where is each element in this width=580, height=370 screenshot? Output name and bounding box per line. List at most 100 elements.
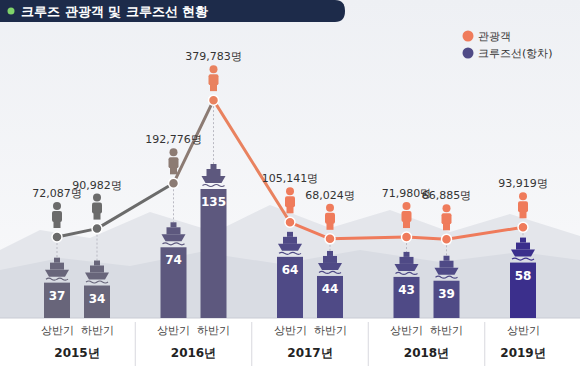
- bar-label: 34: [89, 292, 106, 306]
- ship-icon: [435, 256, 459, 279]
- person-icon: [169, 148, 179, 174]
- person-body: [402, 211, 412, 222]
- point: [92, 224, 102, 234]
- title-bullet: [8, 8, 15, 15]
- person-icon: [285, 187, 295, 213]
- group-label: 2019년: [500, 346, 545, 360]
- person-head: [286, 187, 294, 195]
- person-head: [403, 202, 411, 210]
- chart-bar: 크루즈 관광객 및 크루즈선 현황상반기하반기상반기하반기상반기하반기상반기하반…: [0, 0, 580, 370]
- person-legs: [520, 211, 527, 218]
- connector: [97, 235, 98, 261]
- bar: [44, 283, 70, 318]
- ship-hull: [45, 270, 69, 277]
- ship-icon: [278, 232, 302, 255]
- ship-wave: [46, 278, 68, 280]
- ship-cabin: [50, 263, 64, 270]
- ship-hull: [85, 273, 109, 280]
- point: [209, 95, 219, 105]
- mountains-front: [0, 250, 580, 318]
- point: [285, 217, 295, 227]
- point: [442, 234, 452, 244]
- ship-icon: [318, 251, 342, 274]
- ship-icon: [162, 222, 186, 245]
- connector: [446, 245, 447, 255]
- person-head: [53, 202, 61, 210]
- ship-wave: [436, 276, 458, 278]
- ship-funnel: [94, 261, 100, 266]
- person-body: [442, 213, 452, 224]
- ship-funnel: [520, 238, 526, 243]
- line-segment: [447, 227, 524, 239]
- ship-hull: [278, 244, 302, 251]
- person-head: [326, 204, 334, 212]
- ship-hull: [435, 268, 459, 275]
- ship-hull: [318, 263, 342, 270]
- line-label: 93,919명: [498, 177, 548, 190]
- line-label: 379,783명: [185, 50, 242, 63]
- ship-hull: [395, 264, 419, 271]
- category-label: 하반기: [314, 324, 347, 337]
- labels: 373474135644443395872,087명90,982명192,776…: [32, 50, 548, 305]
- line-label: 192,776명: [145, 133, 202, 146]
- category-label: 하반기: [197, 324, 230, 337]
- footer-band: [0, 318, 580, 370]
- mountains: [0, 205, 580, 318]
- person-body: [92, 203, 102, 214]
- person-body: [209, 74, 219, 85]
- connector: [57, 243, 58, 258]
- ship-wave: [203, 185, 225, 187]
- line-label: 105,141명: [262, 172, 319, 185]
- ship-wave: [86, 281, 108, 283]
- group-label: 2017년: [287, 346, 332, 360]
- legend-label: 크루즈선(항차): [478, 47, 553, 60]
- line-label: 66,885명: [422, 189, 472, 202]
- category-label: 하반기: [430, 324, 463, 337]
- title-bar: [0, 0, 345, 22]
- group-label: 2015년: [54, 346, 99, 360]
- plot-area: [44, 95, 536, 318]
- bar-label: 64: [282, 263, 299, 277]
- ship-cabin: [283, 237, 297, 244]
- person-legs: [94, 213, 101, 220]
- ship-cabin: [516, 243, 530, 250]
- bar-label: 135: [201, 195, 226, 209]
- bar: [394, 277, 420, 318]
- bar-label: 44: [322, 282, 339, 296]
- ship-wave: [396, 272, 418, 274]
- person-legs: [327, 223, 334, 230]
- bar: [84, 286, 110, 318]
- ship-cabin: [207, 169, 221, 176]
- background: [0, 0, 580, 370]
- group-separator: [368, 322, 369, 366]
- person-icon: [92, 194, 102, 220]
- ship-cabin: [90, 266, 104, 273]
- ship-hull: [162, 234, 186, 241]
- ship-cabin: [440, 261, 454, 268]
- bar-label: 58: [515, 269, 532, 283]
- person-legs: [403, 221, 410, 228]
- category-label: 상반기: [507, 324, 540, 337]
- bar: [434, 281, 460, 318]
- legend-swatch: [463, 31, 474, 42]
- bar: [201, 189, 227, 318]
- person-head: [443, 204, 451, 212]
- group-separator: [251, 322, 252, 366]
- person-body: [325, 213, 335, 224]
- point: [518, 222, 528, 232]
- category-label: 상반기: [41, 324, 74, 337]
- group-separator: [484, 322, 485, 366]
- bar-label: 43: [398, 283, 415, 297]
- ship-wave: [279, 252, 301, 254]
- line-label: 90,982명: [72, 179, 122, 192]
- ship-funnel: [404, 252, 410, 257]
- person-head: [170, 148, 178, 156]
- line-segment: [57, 229, 97, 237]
- bar-label: 37: [49, 289, 66, 303]
- ship-icon: [202, 164, 226, 187]
- person-body: [285, 196, 295, 207]
- person-icon: [325, 204, 335, 230]
- bar: [161, 247, 187, 318]
- ship-wave: [512, 258, 534, 260]
- person-icon: [402, 202, 412, 228]
